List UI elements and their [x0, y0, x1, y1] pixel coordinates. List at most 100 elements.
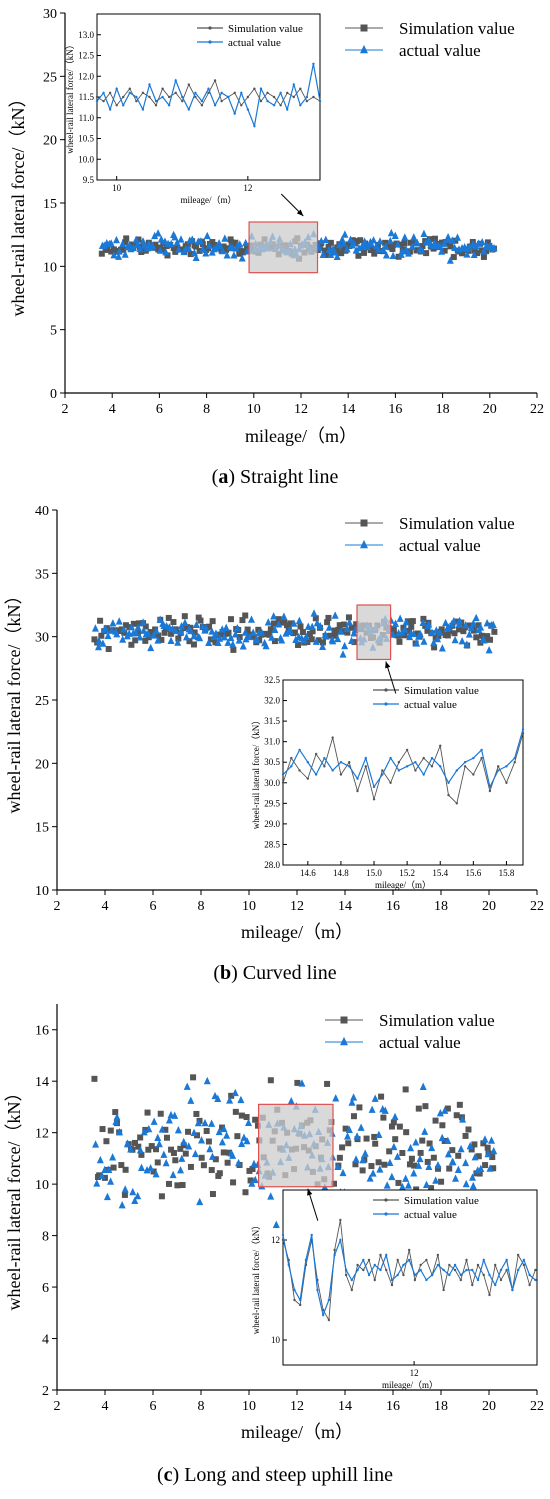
sim-point	[159, 246, 166, 253]
zoom-box	[258, 1103, 334, 1188]
actual-point	[202, 623, 210, 632]
inset-y-tick-label: 29.0	[264, 819, 280, 829]
inset-actual-point	[430, 1273, 434, 1277]
sim-point	[396, 638, 403, 645]
actual-point	[280, 612, 288, 620]
sim-point	[438, 239, 445, 246]
inset-sim-point	[505, 1268, 508, 1272]
sim-point	[475, 1153, 482, 1160]
inset-actual-point	[390, 1278, 394, 1282]
inset-y-tick-label: 31.0	[264, 737, 280, 747]
inset-actual-point	[259, 87, 263, 90]
actual-point	[198, 1136, 206, 1144]
inset-sim-point	[246, 95, 250, 99]
actual-point	[344, 1132, 352, 1140]
actual-point	[332, 1094, 340, 1102]
sim-point	[486, 636, 493, 643]
inset-sim-point	[459, 1278, 462, 1282]
sim-point	[475, 622, 482, 629]
actual-point	[462, 1179, 470, 1188]
sim-point	[224, 1159, 231, 1166]
sim-point	[304, 638, 311, 645]
actual-point	[112, 1117, 120, 1126]
sim-point	[239, 617, 246, 624]
sim-point	[450, 254, 457, 261]
inset-y-tick-label: 10	[271, 1335, 281, 1345]
inset-legend-marker	[384, 1198, 388, 1202]
actual-point	[187, 626, 195, 635]
inset-actual-point	[233, 112, 236, 115]
zoom-arrow-head	[296, 209, 304, 216]
actual-point	[436, 1108, 444, 1117]
sim-point	[192, 243, 199, 250]
sim-point	[378, 1093, 385, 1100]
actual-point	[115, 617, 123, 625]
inset-sim-point	[482, 1273, 485, 1277]
actual-point	[215, 1127, 223, 1136]
actual-point	[322, 632, 330, 640]
actual-point	[333, 252, 341, 261]
actual-point	[156, 615, 164, 623]
inset-sim-point	[372, 798, 376, 801]
inset-legend-label: Simulation value	[228, 23, 303, 35]
inset-actual-point	[128, 91, 131, 95]
actual-point	[150, 1117, 158, 1125]
actual-point	[298, 1079, 306, 1087]
actual-point	[480, 636, 488, 644]
inset-actual-point	[194, 91, 197, 95]
inset-actual-point	[287, 1263, 290, 1267]
actual-point	[451, 243, 459, 251]
actual-point	[220, 1124, 228, 1133]
actual-point	[316, 621, 324, 630]
sim-point	[203, 1128, 210, 1135]
inset-sim-point	[356, 789, 359, 793]
sim-point	[419, 243, 426, 250]
actual-point	[438, 247, 446, 255]
actual-point	[393, 1152, 401, 1160]
actual-point	[319, 642, 327, 650]
actual-point	[212, 629, 220, 637]
sim-point	[128, 641, 135, 648]
sim-point	[103, 1138, 110, 1145]
actual-point	[158, 1125, 166, 1133]
sim-point	[430, 1154, 437, 1161]
sim-point	[484, 633, 491, 640]
sim-point	[101, 1174, 108, 1181]
caption-a: (a) Straight line	[211, 466, 339, 488]
sim-point	[411, 1162, 418, 1169]
actual-point	[469, 1173, 477, 1181]
caption-b-letter: b	[220, 962, 232, 984]
sim-point	[336, 1154, 343, 1161]
sim-point	[252, 1116, 259, 1123]
actual-point	[196, 633, 204, 642]
inset-sim-point	[122, 95, 125, 99]
actual-point	[222, 623, 230, 631]
actual-point	[402, 617, 410, 626]
sim-point	[244, 243, 251, 250]
sim-point	[455, 1152, 462, 1159]
sim-point	[197, 617, 204, 624]
actual-point	[205, 241, 213, 249]
actual-point	[165, 1116, 173, 1124]
actual-point	[319, 250, 327, 258]
inset-sim-point	[513, 761, 516, 764]
actual-point	[415, 1161, 423, 1169]
actual-point	[486, 1164, 494, 1172]
actual-point	[136, 633, 144, 641]
inset-sim-point	[272, 95, 276, 99]
actual-point	[375, 1130, 383, 1138]
sim-point	[465, 1126, 472, 1133]
actual-point	[115, 247, 123, 255]
inset-actual-point	[306, 761, 310, 764]
x-tick-label: 4	[102, 1399, 109, 1414]
sim-point	[340, 244, 347, 251]
inset-sim-point	[405, 748, 409, 752]
sim-point	[172, 1157, 179, 1164]
sim-point	[477, 639, 484, 646]
sim-point	[325, 614, 332, 621]
actual-point	[386, 236, 394, 245]
inset-actual-point	[344, 1268, 348, 1272]
inset-actual-point	[327, 1298, 331, 1302]
actual-point	[404, 1181, 412, 1189]
sim-point	[126, 624, 133, 631]
